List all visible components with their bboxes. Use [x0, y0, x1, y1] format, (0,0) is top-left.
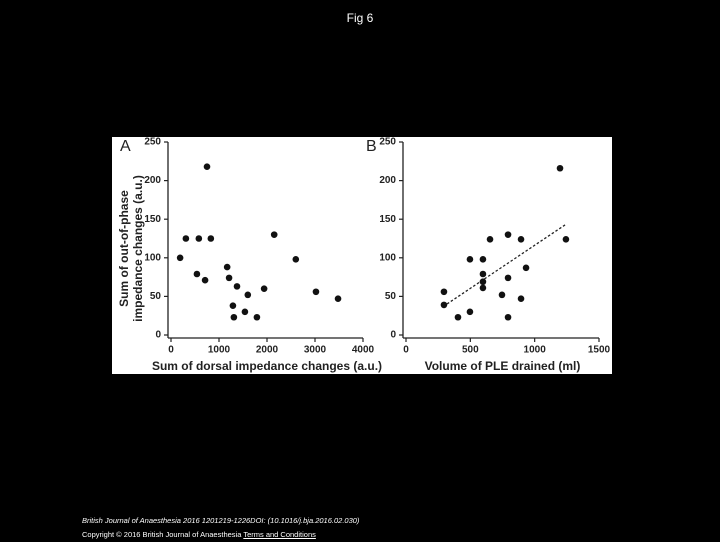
x-tick-label: 0	[168, 345, 174, 356]
y-axis-label: Sum of out-of-phase	[117, 190, 131, 307]
y-tick-label: 150	[144, 214, 161, 225]
point	[195, 235, 203, 242]
point	[233, 283, 241, 290]
point	[504, 313, 512, 321]
x-tick-label: 1000	[208, 345, 231, 356]
point	[253, 313, 261, 321]
point	[522, 264, 530, 272]
point	[517, 235, 525, 243]
point	[486, 235, 494, 243]
point	[440, 288, 448, 296]
y-tick-label: 0	[155, 330, 161, 341]
y-tick-label: 250	[379, 137, 396, 148]
panel-letter: B	[366, 138, 377, 155]
point	[244, 291, 252, 299]
point	[517, 295, 525, 303]
figure-panel	[112, 137, 612, 374]
copyright: Copyright © 2016 British Journal of Anae…	[82, 530, 242, 539]
copyright-line: Copyright © 2016 British Journal of Anae…	[82, 528, 359, 542]
y-tick-label: 100	[379, 252, 396, 263]
x-tick-label: 2000	[256, 345, 279, 356]
terms-link[interactable]: Terms and Conditions	[243, 530, 316, 539]
fit-line	[442, 224, 566, 307]
y-tick-label: 0	[390, 330, 396, 341]
point	[225, 274, 233, 282]
point	[504, 231, 512, 238]
x-axis-label: Volume of PLE drained (ml)	[425, 359, 581, 373]
panel-letter: A	[120, 138, 131, 155]
y-tick-label: 150	[379, 214, 396, 225]
point	[193, 270, 201, 278]
y-tick-label: 100	[144, 252, 161, 263]
point	[270, 231, 278, 238]
x-tick-label: 1500	[588, 345, 611, 356]
point	[479, 278, 487, 286]
x-tick-label: 3000	[304, 345, 327, 356]
x-tick-label: 500	[462, 345, 479, 356]
point	[556, 164, 564, 172]
point	[229, 302, 237, 309]
y-tick-label: 50	[385, 291, 397, 302]
point	[504, 274, 512, 282]
point	[201, 276, 209, 284]
citation: British Journal of Anaesthesia 2016 1201…	[82, 514, 359, 528]
point	[230, 313, 238, 321]
point	[176, 254, 184, 262]
x-axis-label: Sum of dorsal impedance changes (a.u.)	[152, 359, 382, 373]
point	[207, 235, 215, 242]
point	[479, 270, 487, 278]
point	[479, 256, 487, 263]
y-axis-label: impedance changes (a.u.)	[131, 175, 145, 322]
point	[203, 163, 211, 171]
x-tick-label: 1000	[524, 345, 547, 356]
footer: British Journal of Anaesthesia 2016 1201…	[82, 514, 359, 542]
point	[182, 235, 190, 242]
point	[312, 288, 320, 296]
y-tick-label: 200	[144, 175, 161, 186]
point	[562, 235, 570, 243]
x-tick-label: 0	[403, 345, 409, 356]
y-tick-label: 50	[150, 291, 162, 302]
point	[498, 291, 506, 299]
point	[466, 308, 474, 316]
point	[223, 263, 231, 271]
point	[334, 295, 342, 303]
x-tick-label: 4000	[352, 345, 375, 356]
point	[260, 285, 268, 292]
point	[454, 313, 462, 321]
point	[466, 256, 474, 263]
y-tick-label: 200	[379, 175, 396, 186]
point	[241, 308, 249, 316]
citation-text: British Journal of Anaesthesia 2016 1201…	[82, 516, 360, 525]
point	[479, 284, 487, 292]
y-tick-label: 250	[144, 137, 161, 148]
point	[440, 301, 448, 309]
point	[292, 256, 300, 263]
slide-title: Fig 6	[347, 11, 374, 25]
